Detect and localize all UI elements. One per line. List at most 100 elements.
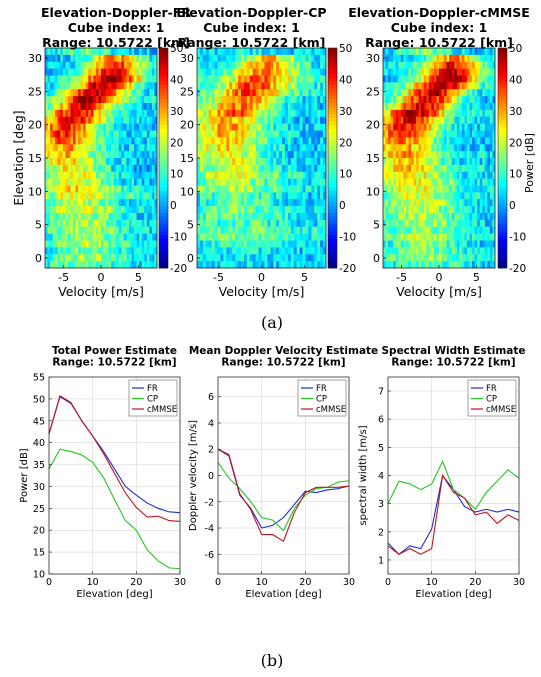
heatmap-cell bbox=[111, 137, 115, 145]
heatmap-cell bbox=[202, 192, 207, 200]
heatmap-cell bbox=[314, 164, 318, 173]
heatmap-cell bbox=[487, 213, 491, 221]
heatmap-cell bbox=[118, 82, 122, 90]
heatmap-cell bbox=[489, 82, 493, 90]
heatmap-cell bbox=[113, 137, 117, 145]
colorbar-tick-label: 20 bbox=[170, 137, 183, 149]
heatmap-cell bbox=[421, 103, 425, 111]
heatmap-cell bbox=[393, 247, 397, 255]
heatmap-cell bbox=[451, 199, 455, 207]
heatmap-cell bbox=[121, 89, 125, 97]
heatmap-cell bbox=[202, 240, 207, 248]
heatmap-cell bbox=[199, 261, 204, 269]
heatmap-cell bbox=[126, 199, 130, 207]
heatmap-cell bbox=[95, 240, 99, 248]
heatmap-cell bbox=[106, 116, 109, 124]
heatmap-cell bbox=[47, 130, 51, 138]
heatmap-cell bbox=[220, 185, 224, 193]
heatmap-cell bbox=[202, 178, 207, 186]
heatmap-cell bbox=[459, 123, 463, 131]
heatmap-cell bbox=[477, 206, 481, 214]
heatmap-cell bbox=[296, 103, 300, 111]
heatmap-cell bbox=[47, 89, 51, 97]
heatmap-cell bbox=[238, 178, 242, 186]
heatmap-cell bbox=[252, 68, 256, 76]
heatmap-cell bbox=[433, 213, 437, 221]
heatmap-cell bbox=[238, 213, 242, 221]
heatmap-cell bbox=[60, 109, 64, 118]
heatmap-cell bbox=[264, 54, 268, 63]
heatmap-cell bbox=[282, 226, 286, 234]
heatmap-cell bbox=[267, 240, 271, 248]
heatmap-cell bbox=[273, 96, 277, 104]
heatmap-cell bbox=[451, 123, 455, 131]
heatmap-cell bbox=[106, 178, 109, 186]
heatmap-cell bbox=[299, 54, 303, 63]
heatmap-cell bbox=[479, 206, 483, 214]
heatmap-cell bbox=[111, 247, 115, 255]
heatmap-cell bbox=[205, 54, 210, 63]
heatmap-cell bbox=[45, 123, 48, 131]
heatmap-cell bbox=[52, 54, 56, 63]
heatmap-cell bbox=[146, 68, 150, 76]
heatmap-cell bbox=[67, 61, 71, 69]
heatmap-cell bbox=[320, 233, 324, 241]
heatmap-cell bbox=[413, 61, 417, 69]
heatmap-cell bbox=[444, 75, 447, 83]
heatmap-cell bbox=[149, 185, 153, 193]
heatmap-cell bbox=[223, 261, 227, 269]
heatmap-cell bbox=[439, 48, 442, 56]
heatmap-cell bbox=[469, 199, 473, 207]
heatmap-cell bbox=[141, 164, 145, 173]
y-tick-label: 30 bbox=[180, 52, 194, 65]
heatmap-cell bbox=[65, 68, 69, 76]
heatmap-cell bbox=[400, 54, 404, 63]
heatmap-cell bbox=[90, 144, 94, 152]
heatmap-cell bbox=[456, 158, 460, 166]
heatmap-cell bbox=[311, 233, 315, 241]
heatmap-cell bbox=[223, 123, 227, 131]
heatmap-cell bbox=[73, 61, 76, 69]
heatmap-cell bbox=[296, 213, 300, 221]
heatmap-cell bbox=[405, 164, 409, 173]
heatmap-cell bbox=[98, 261, 102, 269]
colorbar-segment bbox=[328, 253, 337, 258]
heatmap-cell bbox=[129, 109, 132, 118]
heatmap-cell bbox=[492, 206, 496, 214]
heatmap-cell bbox=[469, 96, 473, 104]
y-tick-label: 2 bbox=[378, 527, 384, 538]
heatmap-cell bbox=[255, 178, 259, 186]
heatmap-cell bbox=[235, 89, 239, 97]
heatmap-cell bbox=[323, 254, 327, 262]
heatmap-cell bbox=[113, 178, 117, 186]
heatmap-cell bbox=[232, 103, 236, 111]
heatmap-cell bbox=[113, 185, 117, 193]
heatmap-cell bbox=[441, 109, 445, 118]
lineplot-title-line: Range: 10.5722 [km] bbox=[391, 357, 515, 369]
heatmap-cell bbox=[93, 240, 97, 248]
heatmap-cell bbox=[249, 199, 254, 207]
heatmap-cell bbox=[62, 213, 66, 221]
heatmap-cell bbox=[403, 137, 407, 145]
heatmap-cell bbox=[57, 164, 61, 173]
heatmap-cell bbox=[73, 75, 76, 83]
heatmap-cell bbox=[273, 89, 277, 97]
heatmap-cell bbox=[220, 89, 224, 97]
heatmap-cell bbox=[249, 116, 254, 124]
heatmap-cell bbox=[393, 151, 397, 159]
heatmap-cell bbox=[270, 103, 274, 111]
heatmap-cell bbox=[70, 130, 74, 138]
heatmap-cell bbox=[108, 96, 112, 104]
heatmap-cell bbox=[403, 116, 407, 124]
heatmap-cell bbox=[106, 171, 109, 179]
heatmap-cell bbox=[85, 219, 89, 228]
heatmap-cell bbox=[416, 54, 419, 63]
heatmap-cell bbox=[246, 178, 251, 186]
heatmap-cell bbox=[252, 54, 256, 63]
heatmap-cell bbox=[474, 185, 478, 193]
heatmap-cell bbox=[141, 178, 145, 186]
heatmap-cell bbox=[267, 192, 271, 200]
heatmap-cell bbox=[320, 130, 324, 138]
heatmap-cell bbox=[431, 178, 435, 186]
heatmap-cell bbox=[214, 116, 218, 124]
